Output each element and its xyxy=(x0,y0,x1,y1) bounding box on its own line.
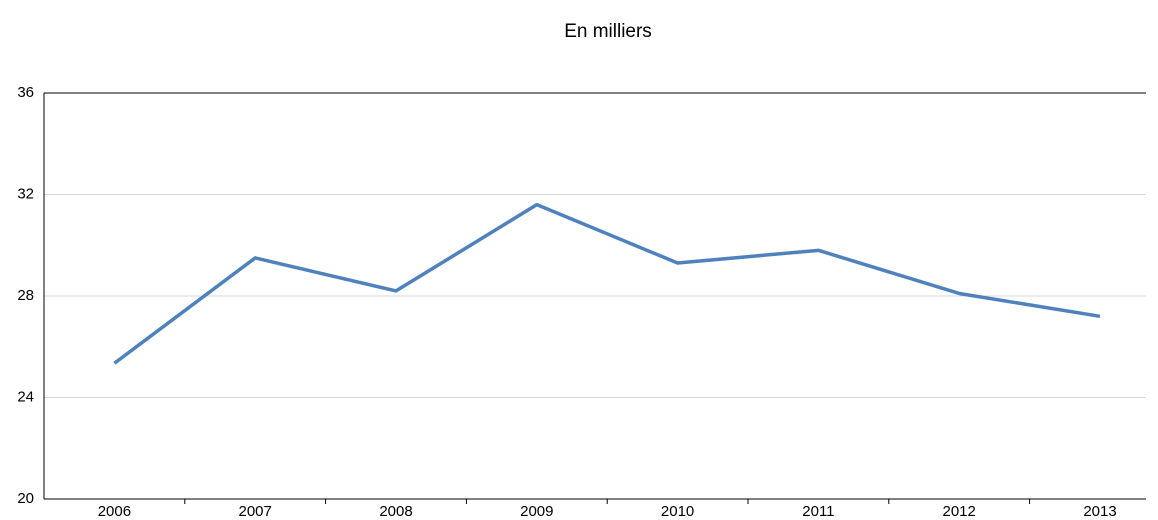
x-tick-label: 2007 xyxy=(239,503,272,520)
y-tick-label: 24 xyxy=(17,388,34,405)
x-tick-label: 2006 xyxy=(98,503,131,520)
y-tick-label: 20 xyxy=(17,490,34,507)
x-tick-label: 2013 xyxy=(1083,503,1116,520)
y-tick-label: 28 xyxy=(17,287,34,304)
x-tick-label: 2009 xyxy=(520,503,553,520)
y-tick-label: 36 xyxy=(17,84,34,101)
x-tick-label: 2010 xyxy=(661,503,694,520)
x-tick-label: 2011 xyxy=(802,503,834,520)
x-tick-label: 2008 xyxy=(379,503,412,520)
chart-title: En milliers xyxy=(564,21,652,42)
y-tick-label: 32 xyxy=(17,185,34,202)
data-line xyxy=(113,202,1101,365)
x-tick-label: 2012 xyxy=(943,503,976,520)
